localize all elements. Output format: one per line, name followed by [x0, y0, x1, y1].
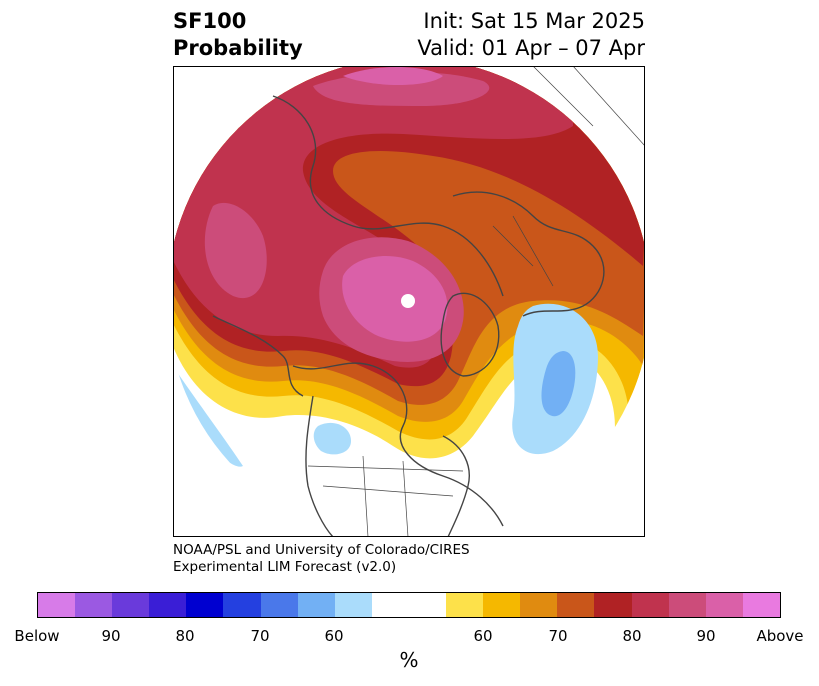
coastline-siberia: [272, 95, 504, 297]
colorbar-segment-below: [297, 593, 335, 617]
border-3: [362, 455, 369, 537]
tick-label: 80: [622, 627, 642, 645]
tick-label: 70: [250, 627, 270, 645]
credit: NOAA/PSL and University of Colorado/CIRE…: [173, 542, 470, 576]
colorbar-segment-above: [520, 593, 558, 617]
colorbar-segment-below: [260, 593, 298, 617]
credit-line-1: NOAA/PSL and University of Colorado/CIRE…: [173, 542, 470, 558]
colorbar: [37, 592, 781, 618]
title-variable: SF100: [173, 9, 247, 33]
contour-above-90-north: [343, 67, 443, 85]
border-5: [492, 225, 534, 267]
tick-label: 90: [101, 627, 121, 645]
contour-above-90: [342, 256, 448, 342]
colorbar-segment-above: [668, 593, 706, 617]
border-7: [572, 66, 645, 147]
coastline-alaska: [212, 315, 304, 397]
probability-shading: [173, 66, 645, 496]
coastline-europe: [452, 191, 605, 317]
tick-label: 90: [696, 627, 716, 645]
tick-label: 60: [324, 627, 344, 645]
border-2: [322, 485, 454, 497]
contour-above-80: [173, 66, 573, 368]
map-title: SF100 Probability: [173, 8, 303, 62]
political-borders: [307, 66, 645, 537]
tick-label: Below: [14, 627, 60, 645]
coastline-greenland: [440, 292, 500, 377]
colorbar-segment-above: [705, 593, 743, 617]
colorbar-segment-neutral: [371, 593, 447, 617]
coastline-us-east: [442, 435, 470, 537]
tick-label: 60: [473, 627, 493, 645]
colorbar-segment-above: [446, 593, 484, 617]
border-8: [532, 66, 594, 127]
colorbar-segment-below: [149, 593, 187, 617]
contour-above-85-north: [313, 71, 490, 106]
colorbar-segment-above: [631, 593, 669, 617]
border-4: [402, 460, 409, 537]
valid-range: Valid: 01 Apr – 07 Apr: [417, 36, 645, 60]
colorbar-segment-below: [75, 593, 113, 617]
colorbar-segment-below: [223, 593, 261, 617]
tick-label: 80: [175, 627, 195, 645]
coastline-us-west: [305, 395, 334, 537]
colorbar-segment-above: [594, 593, 632, 617]
contour-above-85: [204, 202, 267, 299]
forecast-map: [173, 66, 645, 537]
contour-below-55-west: [313, 422, 351, 455]
colorbar-segment-above: [742, 593, 780, 617]
credit-line-2: Experimental LIM Forecast (v2.0): [173, 559, 397, 575]
colorbar-segment-below: [112, 593, 150, 617]
colorbar-segment-above: [483, 593, 521, 617]
colorbar-segment-below: [186, 593, 224, 617]
pole-marker: [401, 294, 415, 308]
border-1: [307, 465, 464, 472]
colorbar-segment-below: [334, 593, 372, 617]
title-type: Probability: [173, 36, 303, 60]
coastlines: [212, 95, 605, 537]
tick-label: 70: [548, 627, 568, 645]
colorbar-segment-below: [38, 593, 76, 617]
forecast-dates: Init: Sat 15 Mar 2025 Valid: 01 Apr – 07…: [417, 8, 645, 62]
contour-below-60-atlantic: [541, 351, 576, 417]
init-date: Init: Sat 15 Mar 2025: [423, 9, 645, 33]
colorbar-units: %: [399, 648, 419, 672]
colorbar-segment-above: [557, 593, 595, 617]
border-6: [512, 215, 554, 287]
tick-label: Above: [756, 627, 804, 645]
contour-below-55-pacific: [173, 366, 243, 467]
